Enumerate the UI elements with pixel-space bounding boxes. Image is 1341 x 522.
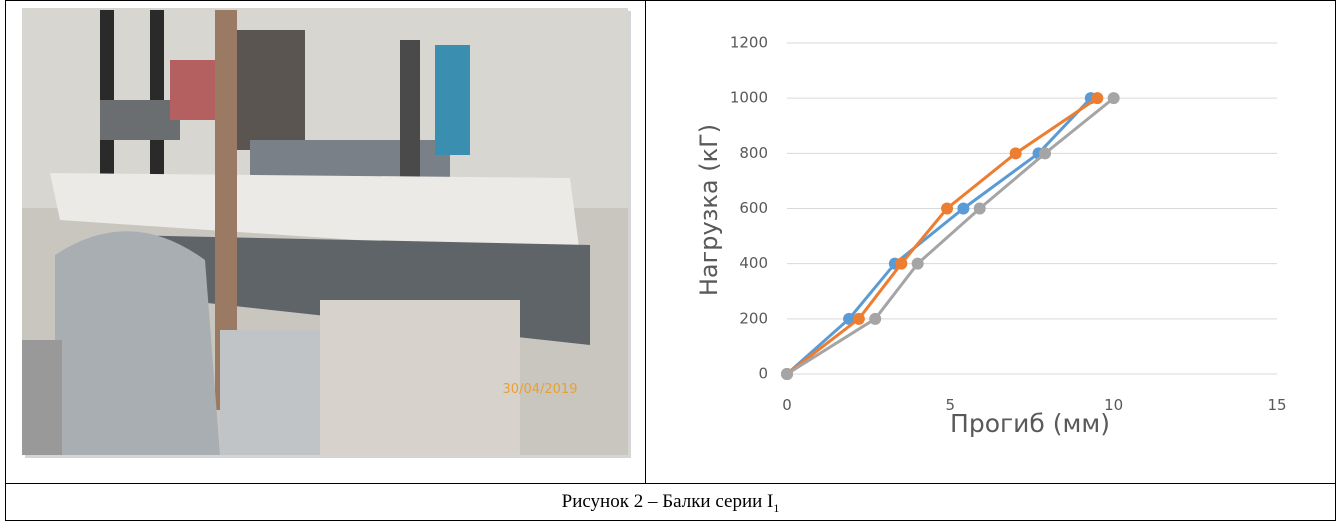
x-axis-title: Прогиб (мм) bbox=[950, 409, 1110, 438]
x-tick-label: 15 bbox=[1267, 396, 1286, 414]
series-marker bbox=[1107, 92, 1120, 105]
series-marker bbox=[957, 202, 970, 215]
series-marker bbox=[843, 312, 856, 325]
series-marker bbox=[973, 202, 986, 215]
series-marker bbox=[1091, 92, 1104, 105]
caption-text: Рисунок 2 – Балки серии I bbox=[561, 491, 774, 512]
x-tick-label: 5 bbox=[946, 396, 956, 414]
y-tick-label: 0 bbox=[758, 365, 768, 383]
series-marker bbox=[852, 312, 865, 325]
series-marker bbox=[1039, 147, 1052, 160]
series-marker bbox=[911, 257, 924, 270]
series-marker bbox=[869, 312, 882, 325]
series-line bbox=[786, 97, 1092, 376]
x-tick-label: 0 bbox=[782, 396, 792, 414]
x-tick-label: 10 bbox=[1104, 396, 1123, 414]
y-tick-label: 200 bbox=[739, 309, 768, 327]
caption: Рисунок 2 – Балки серии I1 bbox=[5, 484, 1336, 520]
photo-timestamp: 30/04/2019 bbox=[503, 382, 578, 397]
y-axis-title: Нагрузка (кГ) bbox=[695, 124, 723, 296]
y-tick-label: 800 bbox=[739, 144, 768, 162]
series-line bbox=[786, 96, 1115, 376]
series-marker bbox=[1009, 147, 1022, 160]
series-marker bbox=[941, 202, 954, 215]
caption-subscript: 1 bbox=[773, 500, 780, 515]
y-tick-label: 400 bbox=[739, 254, 768, 272]
series-marker bbox=[895, 257, 908, 270]
y-tick-label: 1200 bbox=[730, 34, 768, 52]
y-tick-label: 1000 bbox=[730, 89, 768, 107]
y-tick-label: 600 bbox=[739, 199, 768, 217]
series-marker bbox=[781, 368, 793, 380]
series-line bbox=[786, 96, 1099, 376]
table-border bbox=[5, 0, 1336, 521]
photo: 30/04/2019 bbox=[22, 8, 631, 458]
